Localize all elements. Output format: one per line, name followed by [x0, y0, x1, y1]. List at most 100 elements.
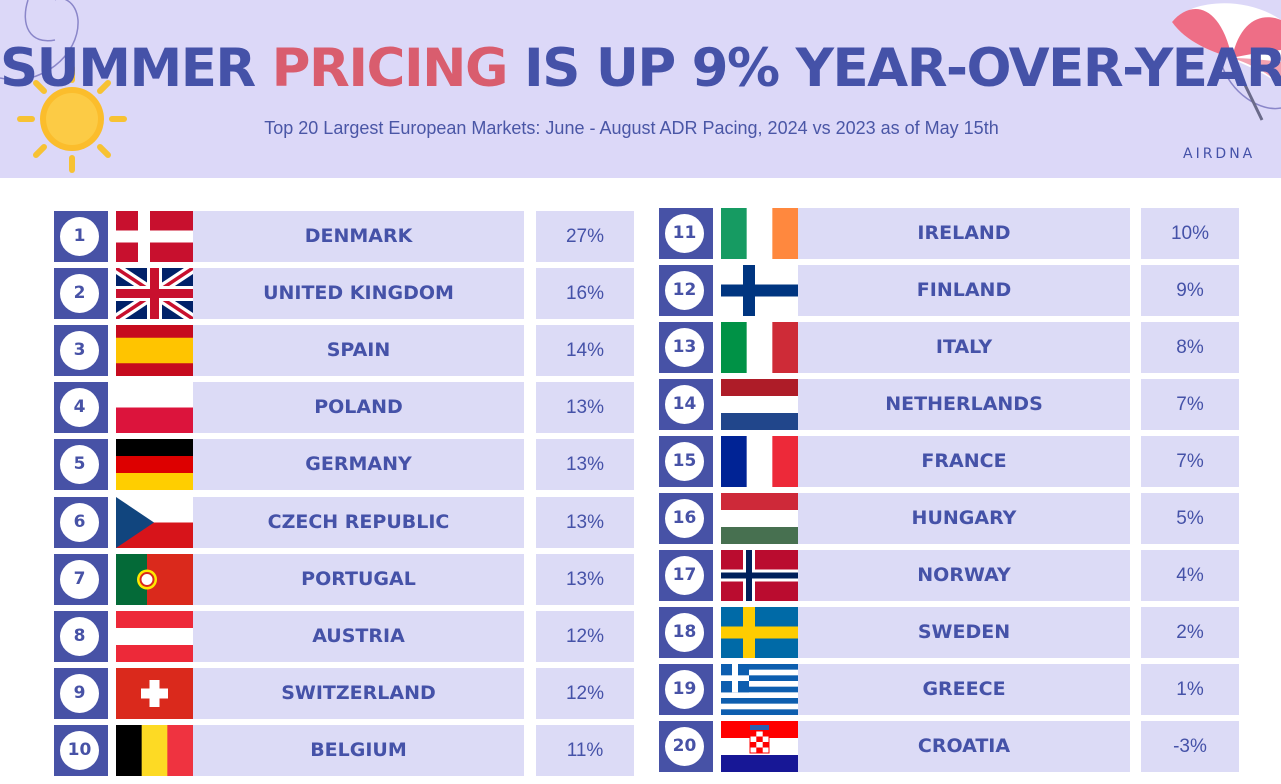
swirl-line [0, 0, 79, 81]
page-title: SUMMER PRICING IS UP 9% YEAR-OVER-YEAR [0, 38, 1281, 99]
adr-change-value: 7% [1141, 379, 1239, 430]
adr-change-value: 13% [536, 554, 634, 605]
ireland-flag [721, 208, 798, 259]
rank-number: 14 [665, 385, 704, 424]
rank-number: 3 [60, 331, 99, 370]
rank-number: 1 [60, 217, 99, 256]
rank-badge: 3 [54, 325, 108, 376]
rank-number: 16 [665, 499, 704, 538]
page-subtitle: Top 20 Largest European Markets: June - … [264, 118, 999, 138]
portugal-flag [116, 554, 193, 605]
rank-number: 17 [665, 556, 704, 595]
rank-badge: 10 [54, 725, 108, 776]
country-name: UNITED KINGDOM [193, 268, 524, 319]
rank-badge: 13 [659, 322, 713, 373]
uk-flag [116, 268, 193, 319]
rank-badge: 20 [659, 721, 713, 772]
rank-number: 13 [665, 328, 704, 367]
title-part-1: SUMMER [0, 38, 272, 99]
rank-number: 8 [60, 617, 99, 656]
rank-badge: 16 [659, 493, 713, 544]
adr-change-value: 27% [536, 211, 634, 262]
rank-badge: 17 [659, 550, 713, 601]
rank-number: 20 [665, 727, 704, 766]
rank-badge: 18 [659, 607, 713, 658]
header-decoration [0, 0, 1281, 173]
adr-change-value: 13% [536, 439, 634, 490]
country-name: CZECH REPUBLIC [193, 497, 524, 548]
adr-change-value: 13% [536, 382, 634, 433]
switzerland-flag [116, 668, 193, 719]
rank-number: 15 [665, 442, 704, 481]
country-name: NORWAY [798, 550, 1130, 601]
country-name: SWITZERLAND [193, 668, 524, 719]
rank-number: 12 [665, 271, 704, 310]
swirl-line [1219, 59, 1281, 110]
country-name: GREECE [798, 664, 1130, 715]
finland-flag [721, 265, 798, 316]
netherlands-flag [721, 379, 798, 430]
rank-number: 5 [60, 445, 99, 484]
umbrella-icon [1172, 3, 1281, 121]
rank-number: 18 [665, 613, 704, 652]
country-name: SPAIN [193, 325, 524, 376]
adr-change-value: 2% [1141, 607, 1239, 658]
rank-badge: 19 [659, 664, 713, 715]
adr-change-value: 4% [1141, 550, 1239, 601]
country-name: HUNGARY [798, 493, 1130, 544]
rank-number: 9 [60, 674, 99, 713]
country-name: POLAND [193, 382, 524, 433]
country-name: FINLAND [798, 265, 1130, 316]
rank-number: 2 [60, 274, 99, 313]
adr-change-value: 10% [1141, 208, 1239, 259]
germany-flag [116, 439, 193, 490]
country-name: IRELAND [798, 208, 1130, 259]
country-name: GERMANY [193, 439, 524, 490]
denmark-flag [116, 211, 193, 262]
title-accent: PRICING [271, 38, 509, 99]
adr-change-value: 8% [1141, 322, 1239, 373]
rank-badge: 12 [659, 265, 713, 316]
rank-badge: 14 [659, 379, 713, 430]
header-banner: SUMMER PRICING IS UP 9% YEAR-OVER-YEAR T… [0, 0, 1281, 178]
country-name: PORTUGAL [193, 554, 524, 605]
adr-change-value: 13% [536, 497, 634, 548]
hungary-flag [721, 493, 798, 544]
adr-change-value: 16% [536, 268, 634, 319]
adr-change-value: 7% [1141, 436, 1239, 487]
rank-badge: 6 [54, 497, 108, 548]
rank-number: 11 [665, 214, 704, 253]
country-name: NETHERLANDS [798, 379, 1130, 430]
rank-badge: 4 [54, 382, 108, 433]
rank-number: 4 [60, 388, 99, 427]
adr-change-value: -3% [1141, 721, 1239, 772]
italy-flag [721, 322, 798, 373]
adr-change-value: 11% [536, 725, 634, 776]
belgium-flag [116, 725, 193, 776]
adr-change-value: 1% [1141, 664, 1239, 715]
czech-flag [116, 497, 193, 548]
rank-number: 19 [665, 670, 704, 709]
spain-flag [116, 325, 193, 376]
rank-badge: 8 [54, 611, 108, 662]
france-flag [721, 436, 798, 487]
adr-change-value: 9% [1141, 265, 1239, 316]
rank-badge: 11 [659, 208, 713, 259]
adr-change-value: 5% [1141, 493, 1239, 544]
rank-badge: 15 [659, 436, 713, 487]
rank-badge: 1 [54, 211, 108, 262]
brand-logo: AIRDNA [1183, 146, 1256, 162]
country-name: AUSTRIA [193, 611, 524, 662]
rank-badge: 5 [54, 439, 108, 490]
austria-flag [116, 611, 193, 662]
rank-number: 7 [60, 560, 99, 599]
country-name: BELGIUM [193, 725, 524, 776]
country-name: SWEDEN [798, 607, 1130, 658]
adr-change-value: 14% [536, 325, 634, 376]
norway-flag [721, 550, 798, 601]
poland-flag [116, 382, 193, 433]
country-name: ITALY [798, 322, 1130, 373]
adr-change-value: 12% [536, 611, 634, 662]
country-name: CROATIA [798, 721, 1130, 772]
croatia-flag [721, 721, 798, 772]
